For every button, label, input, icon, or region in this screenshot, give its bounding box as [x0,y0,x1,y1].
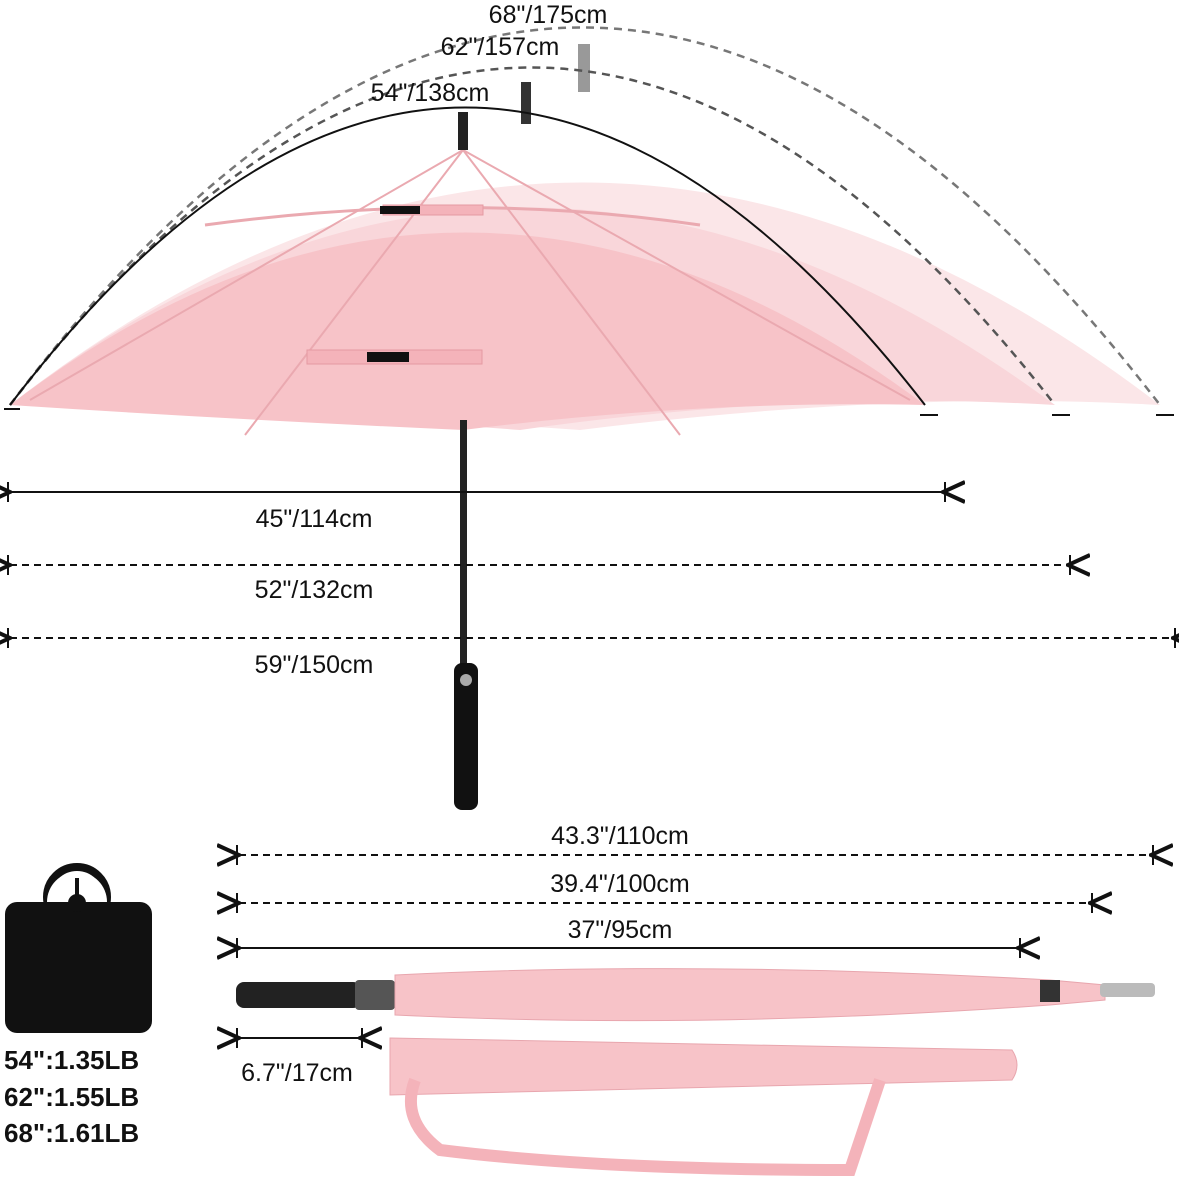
width-label-45: 45"/114cm [255,505,373,533]
arc-label-62: 62"/157cm [440,33,560,61]
weight-scale-icon [5,863,152,1033]
handle-length-label: 6.7"/17cm [241,1059,353,1087]
weight-62: 62":1.55LB [4,1082,140,1112]
width-label-59: 59"/150cm [254,651,374,679]
arc-68 [9,26,1161,406]
weight-68: 68":1.61LB [4,1118,140,1148]
length-label-43: 43.3"/110cm [551,822,689,850]
arc-label-54: 54"/138cm [370,79,490,107]
closed-canopy [394,968,1106,1022]
length-label-37: 37"/95cm [567,916,673,944]
sleeve [389,1037,1018,1096]
arc-62 [9,66,1056,406]
brand-label [367,352,409,362]
arc-label-68: 68"/175cm [488,1,608,29]
handle [454,663,478,810]
weight-54: 54":1.35LB [4,1045,140,1075]
arc-54 [9,106,926,406]
shaft [460,420,467,665]
canopy-54 [10,232,925,430]
length-label-39: 39.4"/100cm [550,870,690,898]
width-label-52: 52"/132cm [254,576,374,604]
closed-handle [236,982,361,1008]
sleeve-strap [404,1077,886,1177]
